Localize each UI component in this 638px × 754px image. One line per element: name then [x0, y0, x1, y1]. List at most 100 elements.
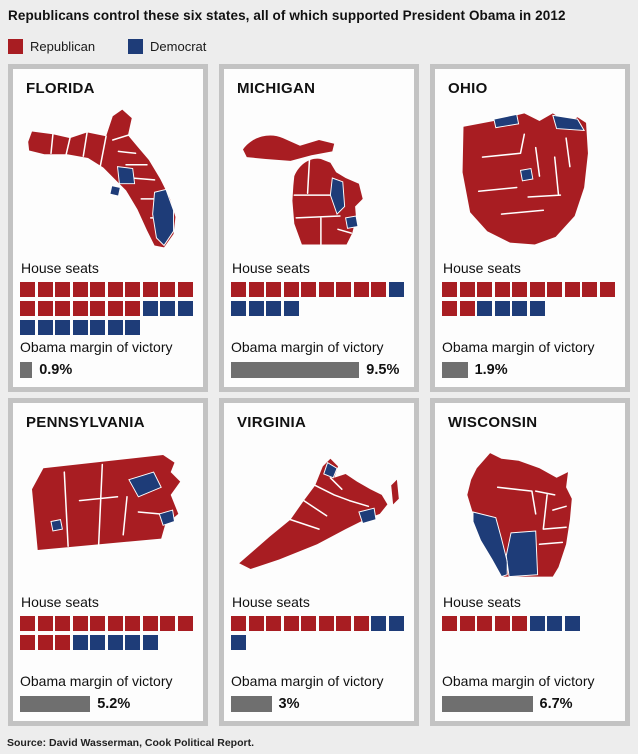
democrat-districts [50, 471, 176, 532]
republican-seat-square [512, 282, 527, 297]
republican-seat-square [160, 282, 175, 297]
democrat-seat-square [72, 635, 88, 650]
ohio-map [442, 102, 618, 254]
michigan-map-icon [243, 135, 363, 246]
republican-seat-square [582, 282, 597, 297]
obama-margin-section: Obama margin of victory 5.2% [20, 673, 196, 712]
democrat-seat-square [72, 320, 88, 335]
republican-seat-square [142, 616, 158, 631]
republican-seat-square [20, 635, 35, 650]
house-seats-grid [442, 282, 618, 320]
republican-seat-square [283, 282, 299, 297]
margin-value: 5.2% [97, 696, 131, 712]
florida-map-icon [28, 109, 176, 248]
republican-seat-square [442, 301, 457, 316]
republican-seat-square [125, 301, 140, 316]
democrat-seat-square [90, 320, 105, 335]
ohio-map-icon [462, 113, 588, 245]
house-seats-row [231, 301, 407, 316]
republican-seat-square [55, 301, 70, 316]
margin-value: 9.5% [366, 362, 400, 378]
democrat-seat-square [529, 616, 545, 631]
republican-seat-square [459, 282, 475, 297]
democrat-seat-square [248, 301, 264, 316]
source-note: Source: David Wasserman, Cook Political … [7, 737, 255, 749]
republican-seat-square [90, 282, 105, 297]
democrat-seat-square [107, 320, 123, 335]
state-panel-florida: FLORIDA House seats Obama margin of vict… [8, 64, 208, 392]
house-seats-label: House seats [21, 594, 99, 610]
republican-seat-square [477, 282, 492, 297]
republican-seat-square [37, 282, 53, 297]
republican-seat-square [20, 282, 35, 297]
obama-margin-label: Obama margin of victory [231, 673, 384, 689]
house-seats-grid [231, 282, 407, 320]
republican-seat-square [37, 301, 53, 316]
republican-seat-square [37, 616, 53, 631]
republican-seat-square [477, 616, 492, 631]
michigan-map [231, 102, 407, 254]
democrat-seat-square [564, 616, 580, 631]
legend: Republican Democrat [8, 39, 630, 54]
margin-value: 6.7% [539, 696, 573, 712]
republican-seat-square [318, 616, 334, 631]
democrat-districts [109, 166, 175, 247]
obama-margin-section: Obama margin of victory 0.9% [20, 339, 196, 378]
democrat-seat-square [37, 320, 53, 335]
obama-margin-section: Obama margin of victory 1.9% [442, 339, 618, 378]
virginia-map [231, 436, 407, 588]
democrat-districts [493, 113, 586, 182]
margin-bar [231, 696, 272, 712]
house-seats-label: House seats [232, 260, 310, 276]
state-panel-virginia: VIRGINIA House seats Obama margin of vic… [219, 398, 419, 726]
democrat-seat-square [231, 635, 246, 650]
obama-margin-label: Obama margin of victory [231, 339, 384, 355]
state-panel-wisconsin: WISCONSIN House seats Obama margin of vi… [430, 398, 630, 726]
republican-seat-square [459, 301, 475, 316]
democrat-seat-square [177, 301, 193, 316]
state-panels-grid: FLORIDA House seats Obama margin of vict… [0, 64, 638, 726]
republican-seat-square [107, 301, 123, 316]
margin-bar [231, 362, 360, 378]
republican-seat-square [547, 282, 562, 297]
republican-seat-square [231, 616, 246, 631]
margin-bar [20, 362, 33, 378]
republican-seat-square [494, 616, 510, 631]
house-seats-grid [20, 282, 196, 339]
democrat-seat-square [388, 282, 404, 297]
republican-seat-square [20, 301, 35, 316]
state-panel-pennsylvania: PENNSYLVANIA House seats Obama margin of… [8, 398, 208, 726]
margin-bar [442, 362, 468, 378]
democrat-seat-square [142, 301, 158, 316]
house-seats-row [20, 301, 196, 316]
obama-margin-section: Obama margin of victory 9.5% [231, 339, 407, 378]
republican-seat-square [266, 616, 281, 631]
republican-seat-square [177, 282, 193, 297]
obama-margin-section: Obama margin of victory 6.7% [442, 673, 618, 712]
house-seats-row [20, 282, 196, 297]
democrat-swatch-icon [128, 39, 144, 54]
republican-seat-square [37, 635, 53, 650]
republican-seat-square [72, 301, 88, 316]
republican-seat-square [107, 282, 123, 297]
house-seats-row [231, 616, 407, 631]
democrat-seat-square [494, 301, 510, 316]
republican-seat-square [125, 616, 140, 631]
republican-seat-square [336, 616, 351, 631]
state-name: MICHIGAN [237, 80, 316, 97]
house-seats-row [442, 616, 618, 631]
republican-seat-square [142, 282, 158, 297]
democrat-seat-square [231, 301, 246, 316]
state-name: OHIO [448, 80, 488, 97]
margin-value: 1.9% [474, 362, 508, 378]
obama-margin-label: Obama margin of victory [20, 673, 173, 689]
house-seats-row [231, 282, 407, 297]
republican-districts [239, 458, 388, 569]
state-name: WISCONSIN [448, 414, 538, 431]
democrat-seat-square [125, 635, 140, 650]
republican-seat-square [231, 282, 246, 297]
democrat-seat-square [529, 301, 545, 316]
pennsylvania-map [20, 436, 196, 588]
republican-seat-square [90, 301, 105, 316]
